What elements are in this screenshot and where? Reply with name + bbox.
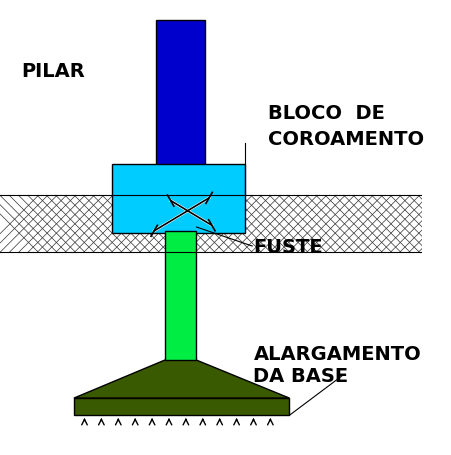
Bar: [165, 232, 197, 360]
Text: ALARGAMENTO: ALARGAMENTO: [253, 344, 421, 364]
Text: DA BASE: DA BASE: [253, 366, 349, 385]
Polygon shape: [74, 360, 290, 398]
Bar: [0, 196, 423, 253]
Bar: [112, 164, 245, 234]
Text: FUSTE: FUSTE: [253, 237, 323, 256]
Bar: [156, 21, 205, 168]
Text: PILAR: PILAR: [21, 62, 85, 81]
Text: COROAMENTO: COROAMENTO: [268, 130, 424, 148]
Text: BLOCO  DE: BLOCO DE: [268, 104, 385, 123]
Bar: [74, 398, 290, 415]
